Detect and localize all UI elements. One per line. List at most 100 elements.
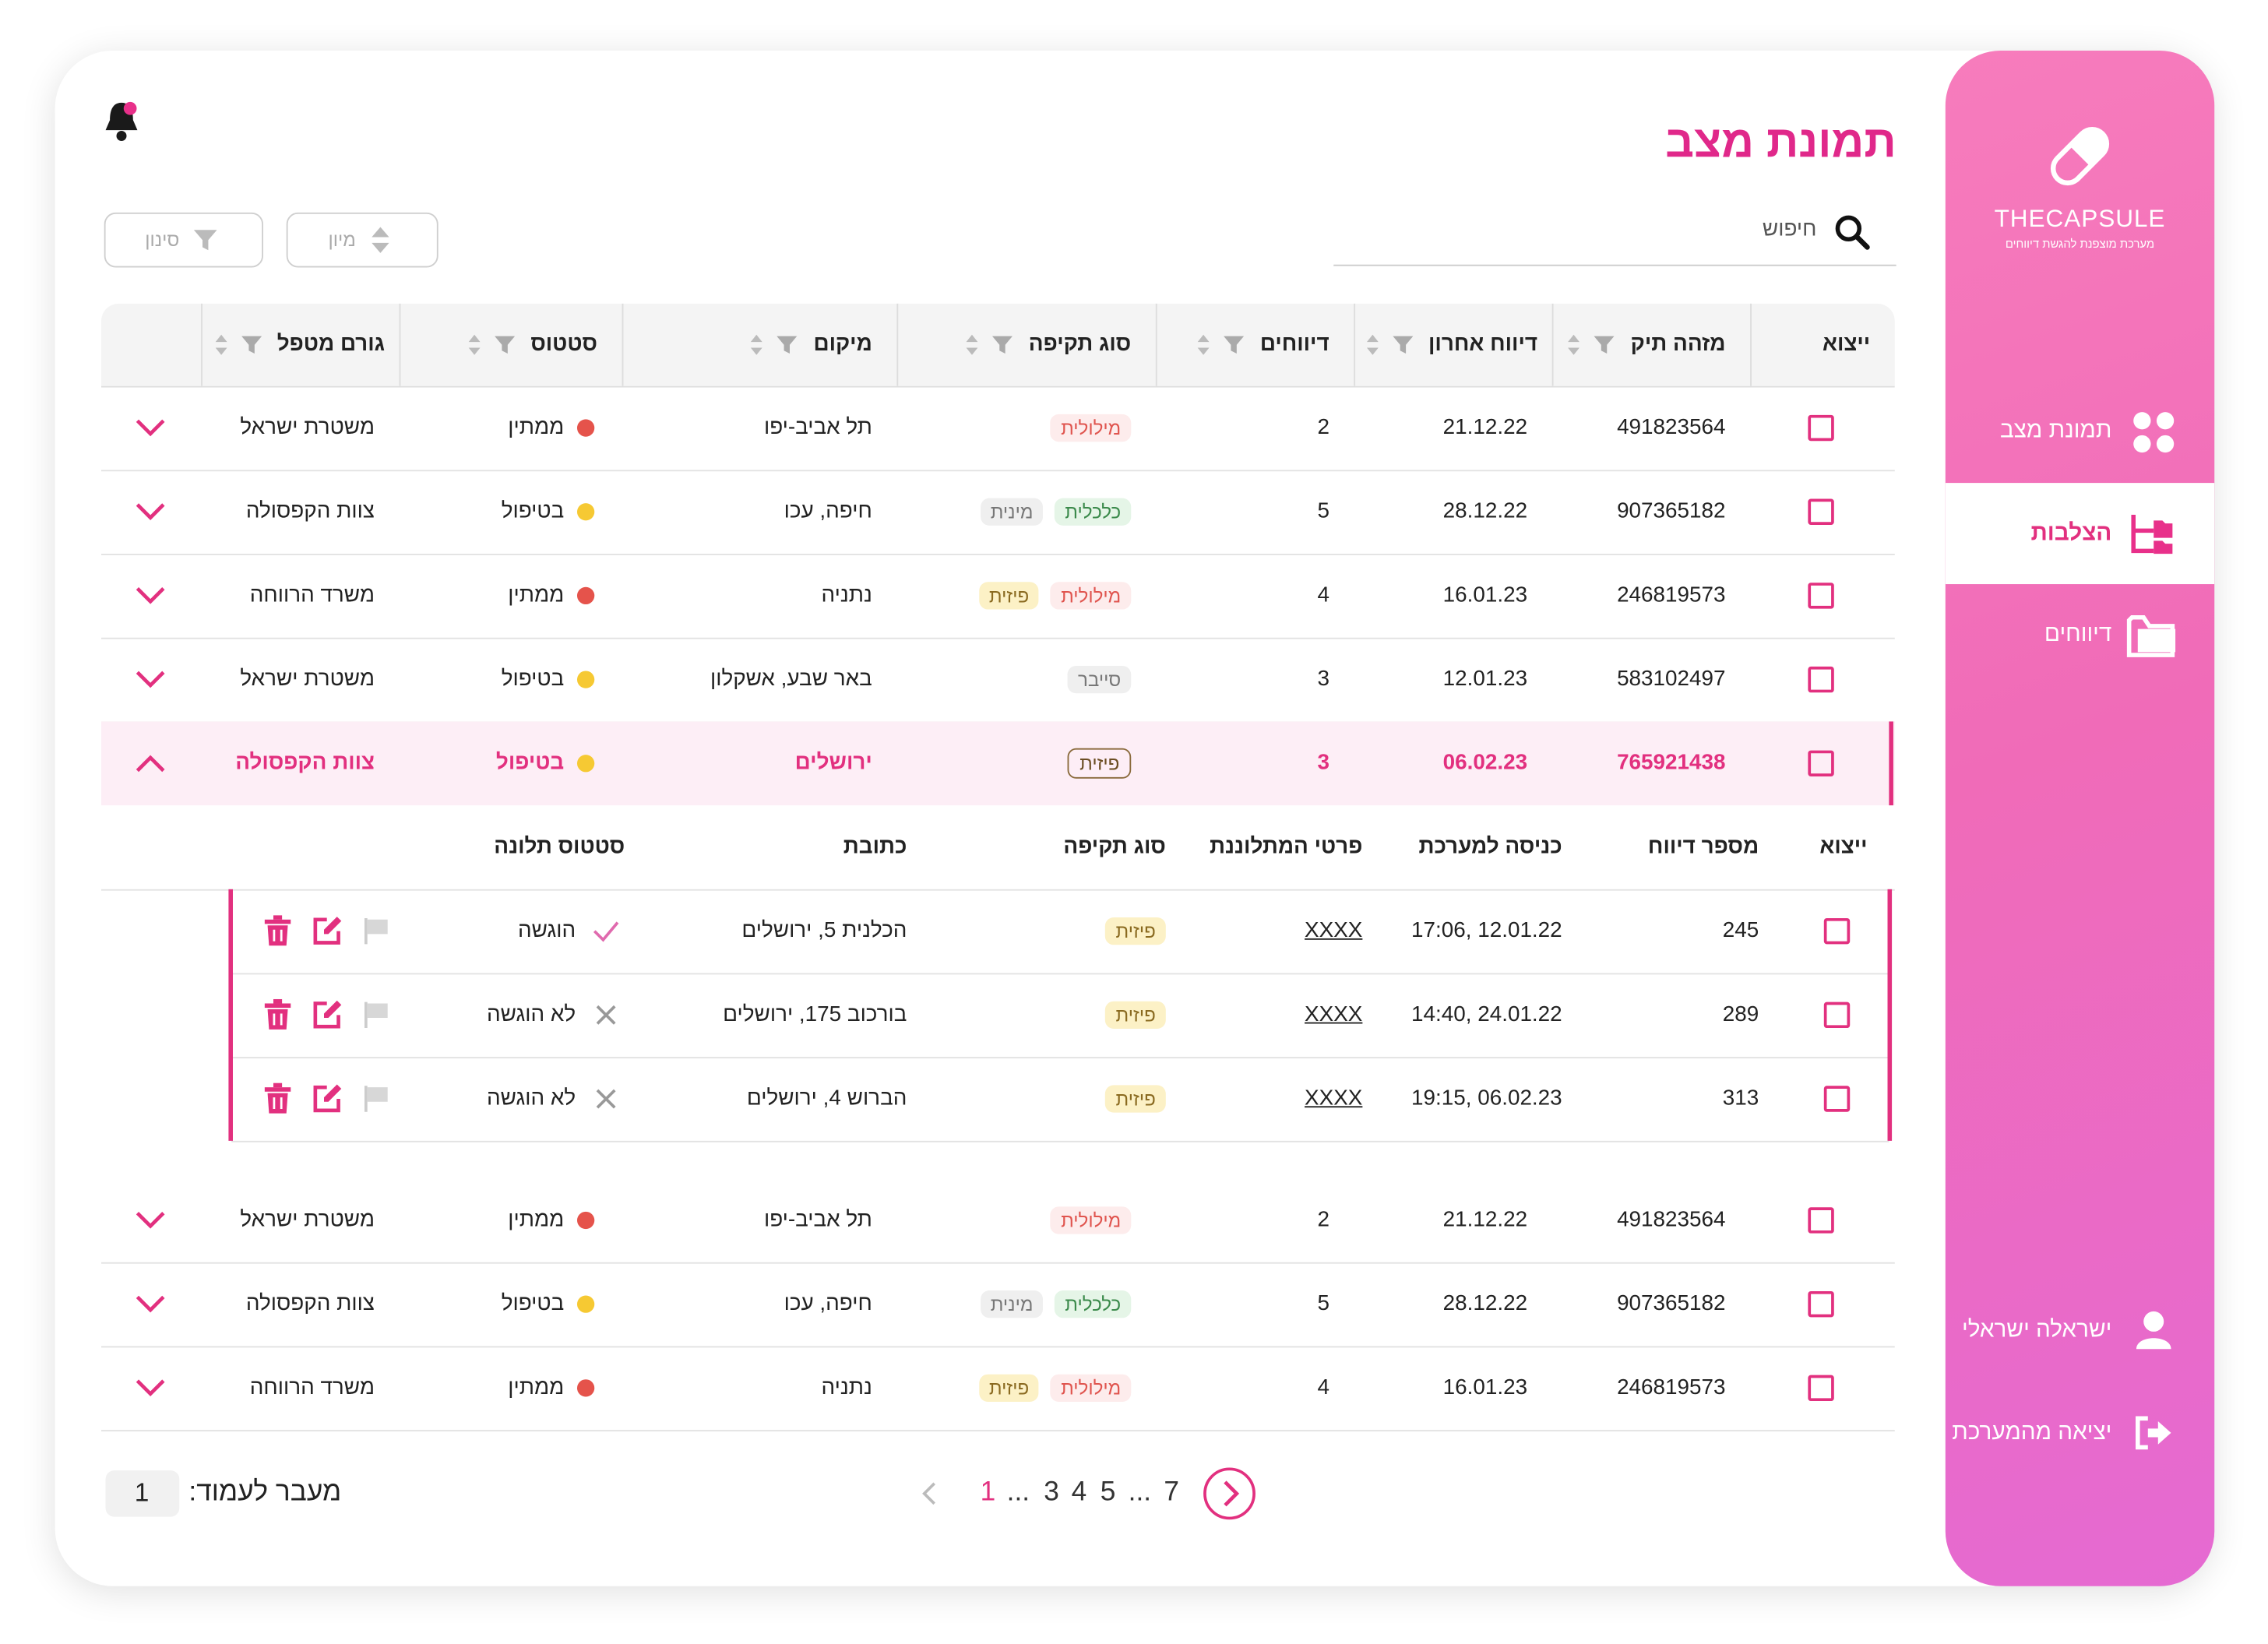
detail-column-header: סוג תקיפה xyxy=(1063,834,1166,859)
checkbox[interactable] xyxy=(1808,583,1834,609)
delete-button[interactable] xyxy=(263,915,292,947)
tag-list: מילולית xyxy=(1051,1206,1132,1234)
flag-button[interactable] xyxy=(361,917,390,945)
address: בורכוב 175, ירושלים xyxy=(723,1002,907,1027)
logout-label[interactable]: יציאה מהמערכת xyxy=(1952,1420,2112,1445)
checkbox[interactable] xyxy=(1808,1290,1834,1318)
flag-button[interactable] xyxy=(361,1084,390,1113)
checkbox[interactable] xyxy=(1823,1002,1851,1029)
next-page[interactable] xyxy=(1202,1466,1257,1522)
column-title: דיווחים xyxy=(1259,332,1329,357)
logout-icon[interactable] xyxy=(2133,1416,2174,1451)
search-input[interactable]: חיפוש xyxy=(1762,217,1817,242)
tagline: מערכת מוצפנת להגשת דיווחים xyxy=(2005,237,2155,251)
status-dot xyxy=(576,755,595,773)
icon-part xyxy=(1392,335,1413,354)
tag-list: כלכלית מינית xyxy=(980,1290,1132,1318)
page-link[interactable]: 1 xyxy=(980,1477,996,1508)
expand-button[interactable] xyxy=(135,670,167,690)
icon-part xyxy=(367,1003,388,1019)
icon-part xyxy=(992,335,1013,354)
checkbox[interactable] xyxy=(1808,750,1834,776)
last-report: 06.02.23 xyxy=(1442,750,1528,776)
tag: פיזית xyxy=(978,1374,1040,1402)
checkbox[interactable] xyxy=(1808,498,1834,525)
last-report: 12.01.23 xyxy=(1442,666,1528,692)
tag-list: כלכלית מינית xyxy=(980,498,1132,526)
expand-button[interactable] xyxy=(135,1294,167,1315)
expand-button[interactable] xyxy=(135,1378,167,1398)
edit-button[interactable] xyxy=(311,999,343,1031)
page-link[interactable]: 7 xyxy=(1164,1477,1180,1508)
not-submitted-icon xyxy=(593,1003,618,1026)
tag: סייבר xyxy=(1068,665,1132,694)
status-dot xyxy=(576,586,595,605)
page-link[interactable]: 5 xyxy=(1100,1477,1116,1508)
edit-button[interactable] xyxy=(311,915,343,947)
handler: צוות הקפסולה xyxy=(235,750,375,776)
column-title: מיקום xyxy=(813,332,872,357)
column-header[interactable]: מזהה תיק xyxy=(1567,332,1726,357)
delete-button[interactable] xyxy=(263,998,292,1031)
tag: כלכלית xyxy=(1055,1290,1132,1318)
report-number: 313 xyxy=(1722,1086,1759,1111)
handler: משטרת ישראל xyxy=(240,414,375,440)
icon-part xyxy=(323,1084,342,1102)
column-header[interactable]: דיווחים xyxy=(1196,332,1329,357)
prev-page[interactable] xyxy=(920,1480,940,1506)
filter-button[interactable] xyxy=(104,212,263,268)
expand-button[interactable] xyxy=(135,418,167,438)
expand-button[interactable] xyxy=(135,586,167,606)
nav-item[interactable]: דיווחים xyxy=(2044,622,2112,647)
detail-column-header: כתובת xyxy=(843,834,907,859)
checkbox[interactable] xyxy=(1808,666,1834,693)
page-link: ... xyxy=(1128,1477,1152,1508)
icon-part xyxy=(751,333,763,354)
detail-marker-right xyxy=(1887,889,1893,1141)
search-icon[interactable] xyxy=(1834,214,1872,252)
icon-part xyxy=(494,335,515,354)
expand-button[interactable] xyxy=(135,502,167,522)
page-title: תמונת מצב xyxy=(1665,116,1896,167)
column-title: גורם מטפל xyxy=(276,332,385,357)
sort-button[interactable] xyxy=(286,212,438,268)
page-link[interactable]: 4 xyxy=(1071,1477,1087,1508)
icon-part xyxy=(777,335,798,354)
column-header[interactable]: סטטוס xyxy=(467,332,597,357)
column-title: דיווח אחרון xyxy=(1428,332,1538,357)
goto-input[interactable] xyxy=(105,1470,180,1517)
icon-part xyxy=(136,586,165,604)
edit-button[interactable] xyxy=(311,1083,343,1115)
checkbox[interactable] xyxy=(1808,1375,1834,1402)
complainant[interactable]: XXXX xyxy=(1305,1086,1363,1111)
report-count: 5 xyxy=(1317,1290,1329,1316)
icon-part xyxy=(267,1009,288,1030)
status: ממתין xyxy=(508,1207,565,1232)
checkbox[interactable] xyxy=(1823,917,1851,945)
column-header[interactable]: סוג תקיפה xyxy=(965,332,1131,357)
complainant[interactable]: XXXX xyxy=(1305,1002,1363,1027)
checkbox[interactable] xyxy=(1808,1207,1834,1234)
flag-button[interactable] xyxy=(361,1001,390,1030)
page-link[interactable]: 3 xyxy=(1044,1477,1059,1508)
expand-button[interactable] xyxy=(135,1210,167,1230)
icon-part xyxy=(136,419,165,437)
column-header[interactable]: גורם מטפל xyxy=(213,332,385,357)
row-divider xyxy=(100,637,1895,639)
complainant[interactable]: XXXX xyxy=(1305,917,1363,943)
column-header[interactable]: מיקום xyxy=(750,332,872,357)
icon-part xyxy=(1568,333,1580,354)
delete-button[interactable] xyxy=(263,1083,292,1115)
checkbox[interactable] xyxy=(1823,1086,1851,1112)
nav-item[interactable]: תמונת מצב xyxy=(1999,418,2112,443)
location: ירושלים xyxy=(794,750,872,776)
report-count: 3 xyxy=(1317,750,1329,776)
icon-part xyxy=(267,925,288,946)
icon-part xyxy=(136,671,165,688)
column-header[interactable]: דיווח אחרון xyxy=(1365,332,1537,357)
notification-bell[interactable] xyxy=(101,98,145,144)
checkbox[interactable] xyxy=(1808,414,1834,442)
collapse-button[interactable] xyxy=(135,753,167,773)
column-divider xyxy=(1155,303,1157,386)
nav-item[interactable]: הצלבות xyxy=(2030,521,2112,546)
